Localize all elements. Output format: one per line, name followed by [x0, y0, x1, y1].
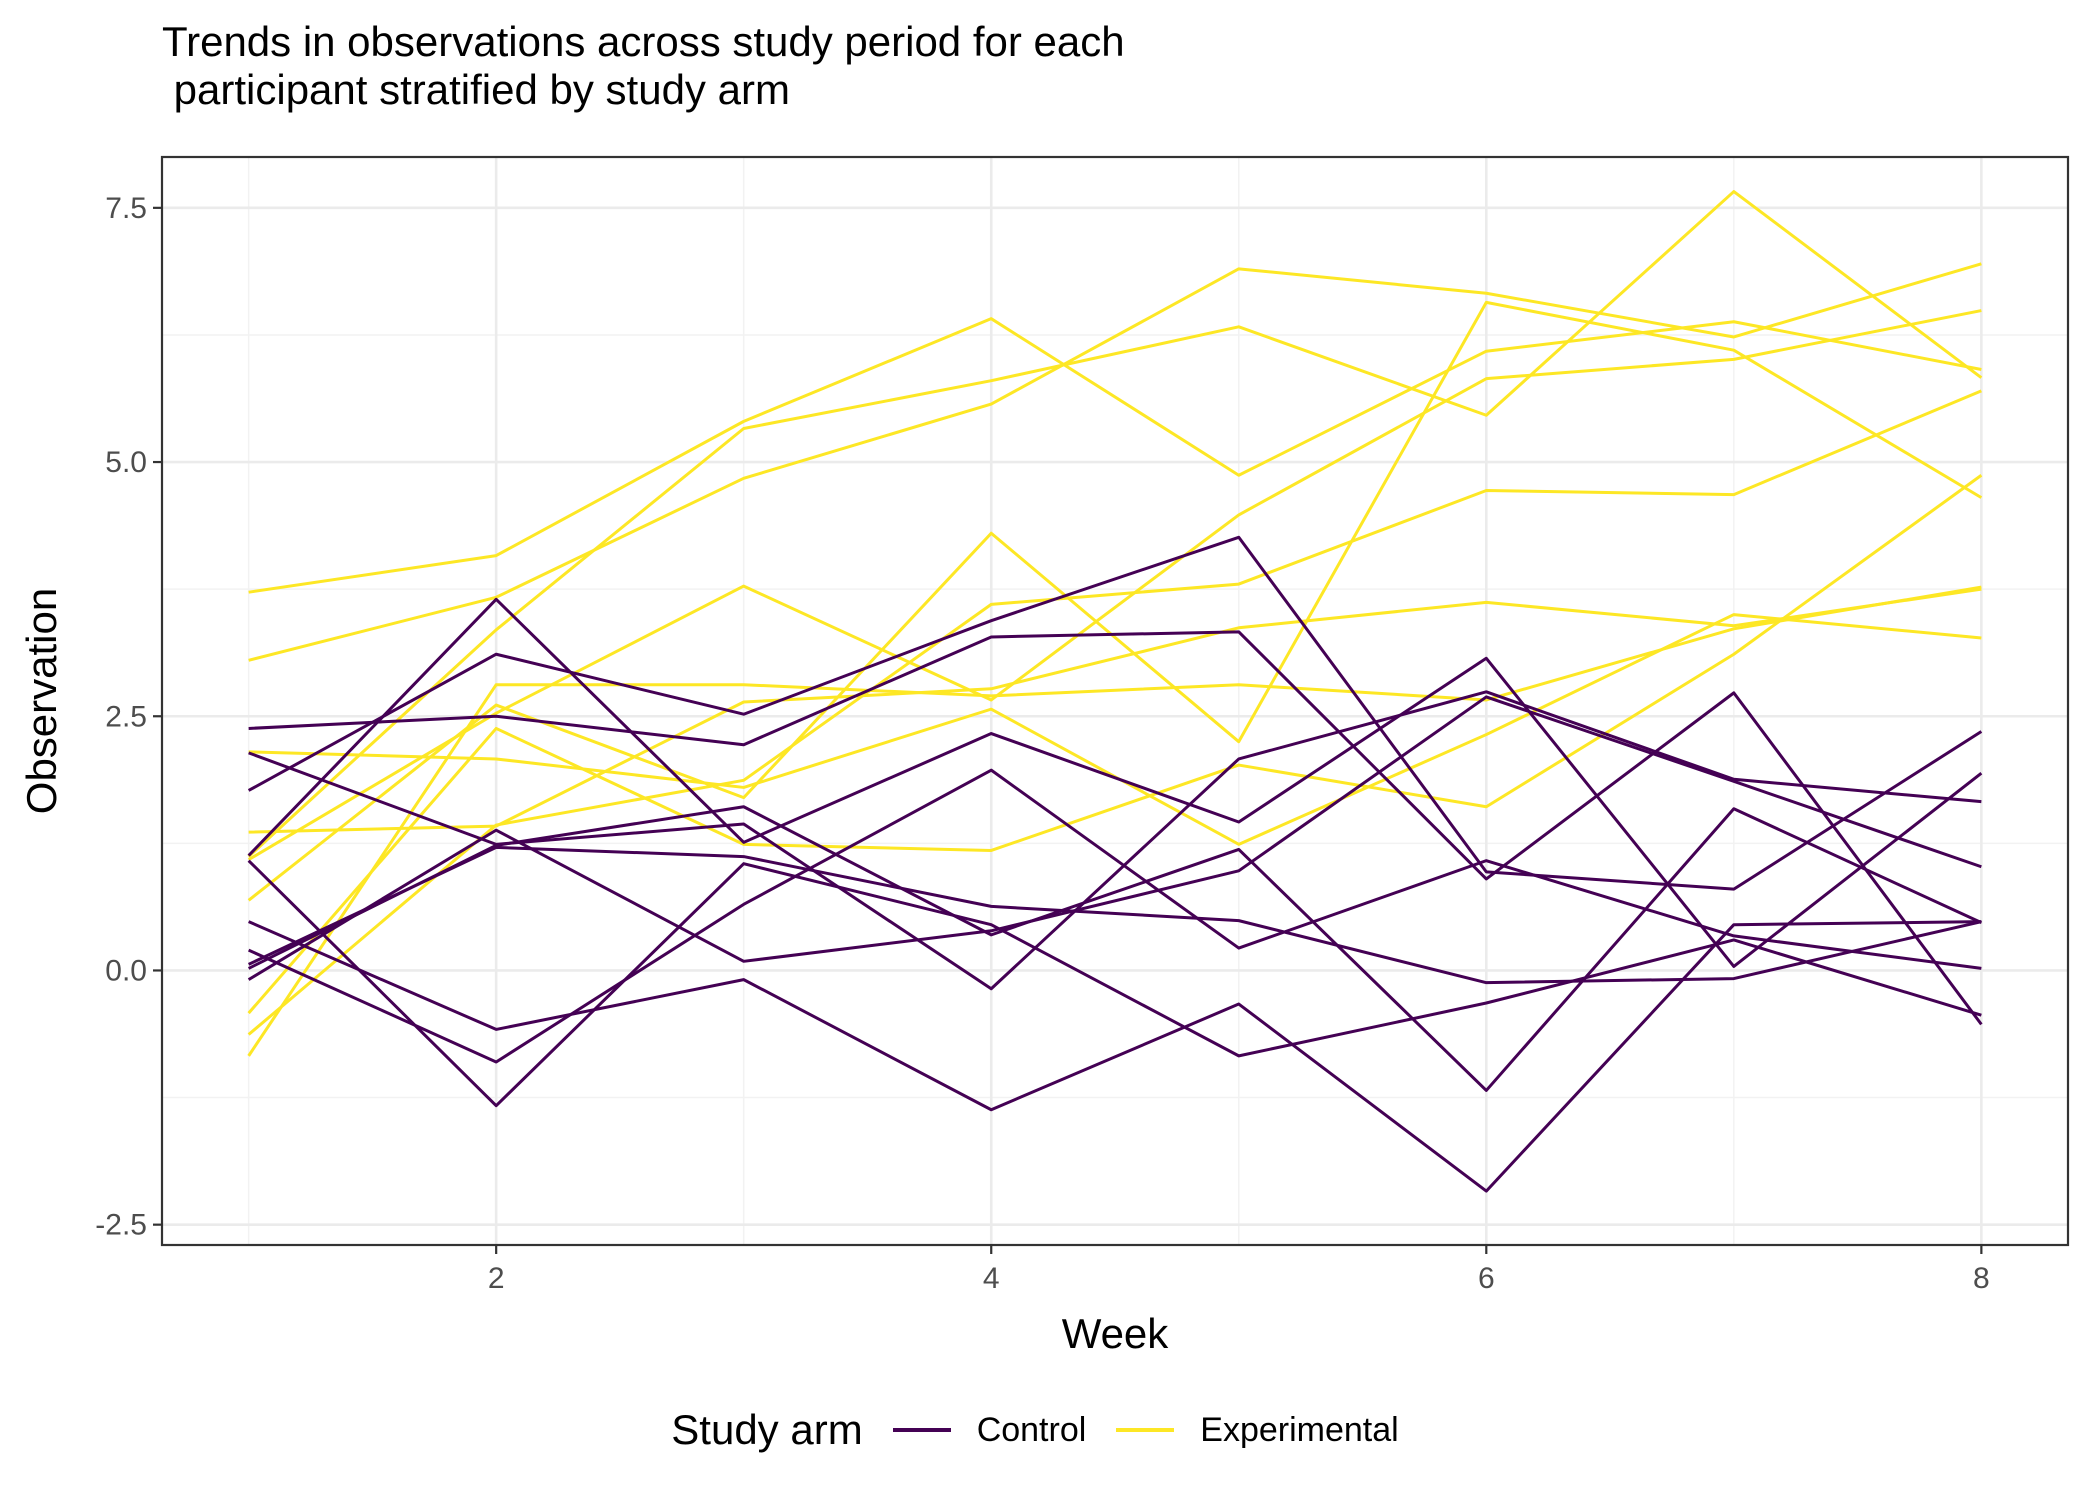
series-line-control-20 — [247, 859, 1982, 1108]
x-tick-label: 6 — [1478, 1262, 1495, 1295]
legend-label-experimental: Experimental — [1200, 1410, 1399, 1449]
series-line-control-19 — [248, 768, 1982, 1064]
series-line-control-12 — [247, 535, 1983, 891]
y-tick-label: 2.5 — [105, 700, 147, 733]
series-line-experimental-4 — [247, 309, 1982, 861]
legend-key-control — [892, 1428, 951, 1432]
x-tick-label: 2 — [488, 1262, 505, 1295]
legend-label-control: Control — [976, 1410, 1087, 1449]
series-line-control-17 — [248, 920, 1982, 1193]
axes: 2 4 6 8 -2.5 0.0 2.5 5.0 7.5 — [95, 192, 1989, 1295]
y-tick-label: 5.0 — [105, 446, 147, 479]
y-tick-label: -2.5 — [95, 1209, 147, 1242]
y-tick-label: 0.0 — [105, 954, 147, 987]
series-line-control-14 — [248, 690, 1982, 991]
series-line-control-15 — [247, 845, 1982, 985]
series-line-experimental-8 — [248, 613, 1982, 846]
legend-item-experimental: Experimental — [1116, 1410, 1399, 1450]
legend: Study arm Control Experimental — [0, 1395, 2100, 1465]
grid-lines — [162, 157, 2068, 1245]
series-line-control-18 — [247, 695, 1982, 981]
y-tick-label: 7.5 — [105, 192, 147, 225]
series-line-experimental-1 — [248, 317, 1982, 594]
participant-lines — [247, 190, 1983, 1193]
x-axis-title: Week — [1062, 1310, 1170, 1357]
x-tick-label: 4 — [983, 1262, 1000, 1295]
x-tick-label: 8 — [1973, 1262, 1990, 1295]
series-line-experimental-5 — [247, 300, 1983, 902]
series-line-control-16 — [247, 805, 1982, 1092]
legend-title: Study arm — [671, 1406, 863, 1453]
series-line-experimental-9 — [248, 587, 1982, 834]
series-line-experimental-2 — [248, 262, 1982, 662]
panel-border — [160, 155, 2070, 1247]
series-line-experimental-7 — [247, 585, 1982, 1057]
legend-item-control: Control — [892, 1410, 1087, 1450]
legend-key-experimental — [1116, 1428, 1175, 1432]
series-line-control-11 — [248, 630, 1983, 1026]
series-line-experimental-6 — [247, 389, 1982, 1036]
series-line-control-13 — [247, 597, 1983, 968]
series-line-experimental-3 — [247, 190, 1983, 858]
series-line-experimental-10 — [247, 474, 1983, 1015]
chart-title: Trends in observations across study peri… — [162, 18, 1125, 113]
y-axis-title: Observation — [18, 588, 65, 814]
